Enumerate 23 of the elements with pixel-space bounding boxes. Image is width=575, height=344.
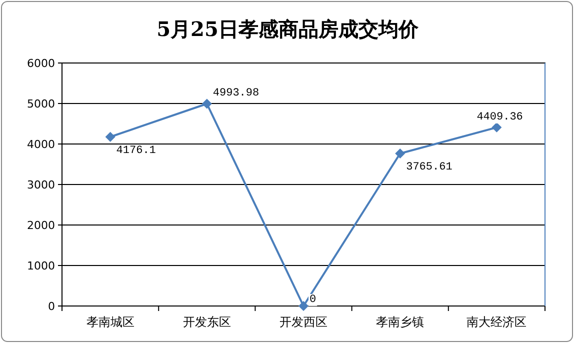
y-tick-label: 3000	[27, 178, 55, 192]
x-tick-label: 开发西区	[280, 315, 328, 329]
data-label: 3765.61	[406, 161, 453, 174]
point	[492, 122, 502, 132]
y-tick-label: 5000	[27, 98, 55, 110]
y-tick-label: 6000	[27, 57, 55, 70]
y-tick-label: 2000	[27, 219, 55, 232]
data-label: 4176.1	[116, 144, 156, 157]
chart-title: 5月25日孝感商品房成交均价	[156, 17, 420, 41]
point	[395, 148, 406, 158]
x-tick-label: 开发东区	[182, 315, 231, 329]
data-label: 4409.36	[476, 111, 523, 124]
y-tick-label: 0	[48, 300, 55, 313]
data-label: 4993.98	[212, 88, 260, 100]
point	[105, 132, 116, 142]
point	[202, 98, 212, 109]
x-tick-label: 孝南城区	[86, 315, 134, 329]
x-tick-label: 南大经济区	[466, 315, 527, 329]
y-tick-label: 4000	[27, 138, 55, 151]
y-tick-label: 1000	[27, 260, 55, 272]
point	[298, 301, 308, 311]
x-tick-label: 孝南乡镇	[376, 315, 424, 329]
data-label: 0	[310, 294, 316, 306]
